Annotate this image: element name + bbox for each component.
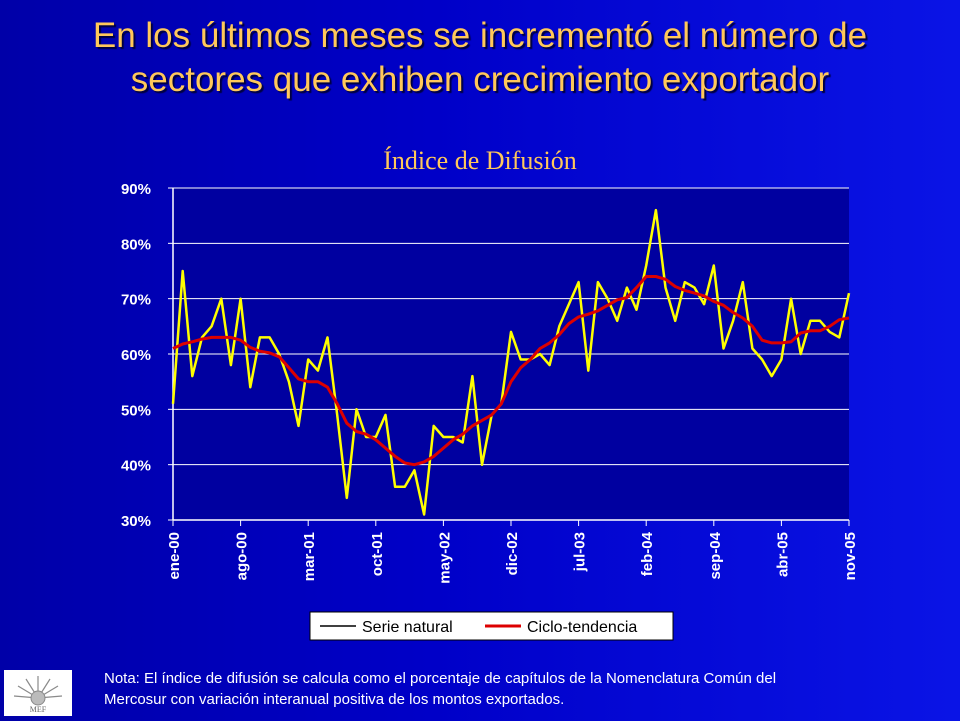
y-tick-label: 80%	[121, 236, 151, 253]
footnote: Nota: El índice de difusión se calcula c…	[104, 668, 944, 710]
series-line-serie-natural	[171, 208, 851, 516]
y-tick-label: 90%	[121, 181, 151, 198]
x-tick-label: feb-04	[639, 531, 656, 576]
x-tick-label: oct-01	[369, 532, 386, 576]
mef-logo: MEF	[4, 670, 72, 716]
series-line-ciclo-tendencia	[172, 275, 850, 467]
y-tick-label: 50%	[121, 402, 151, 419]
y-tick-label: 60%	[121, 347, 151, 364]
x-tick-label: mar-01	[301, 532, 318, 581]
legend-label-serie-natural: Serie natural	[362, 619, 453, 636]
slide-title-line-1: En los últimos meses se incrementó el nú…	[92, 16, 868, 55]
chart-title: Índice de Difusión	[383, 146, 577, 175]
x-tick-label: may-02	[436, 532, 453, 584]
x-tick-label: sep-04	[707, 531, 724, 579]
footnote-line-1: Nota: El índice de difusión se calcula c…	[104, 670, 777, 687]
x-tick-label: jul-03	[572, 532, 589, 572]
y-tick-label: 30%	[121, 513, 151, 530]
footnote-line-2: Mercosur con variación interanual positi…	[104, 691, 565, 708]
slide-title-line-2: sectores que exhiben crecimiento exporta…	[130, 60, 830, 99]
logo-text: MEF	[29, 705, 47, 714]
x-tick-label: nov-05	[842, 532, 859, 580]
sun-emblem-icon	[13, 676, 63, 706]
x-tick-label: ene-00	[166, 532, 183, 580]
x-tick-label: dic-02	[504, 532, 521, 575]
x-tick-label: ago-00	[234, 532, 251, 580]
y-tick-label: 70%	[121, 292, 151, 309]
y-tick-label: 40%	[121, 458, 151, 475]
x-tick-label: abr-05	[774, 532, 791, 577]
slide-title: En los últimos meses se incrementó el nú…	[20, 14, 940, 102]
legend-label-ciclo-tendencia: Ciclo-tendencia	[527, 619, 637, 636]
